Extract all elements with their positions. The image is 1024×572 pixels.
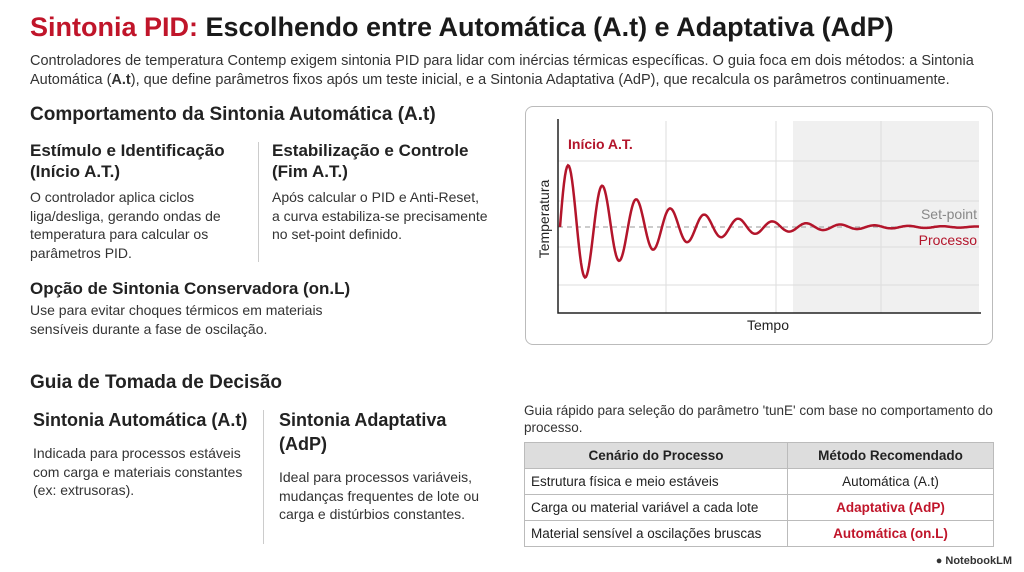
row: Carga ou material variável a cada lote Ad…	[524, 494, 994, 521]
cell: Estrutura física e meio estáveis	[524, 468, 788, 495]
intro: Controladores de temperatura Contemp exi…	[30, 52, 990, 90]
chart-panel: Início A.T. Set-point Processo Temperatu…	[525, 106, 993, 345]
stable-region	[793, 121, 979, 313]
item-title: Opção de Sintonia Conservadora (on.L)	[30, 279, 351, 298]
process-label: Processo	[919, 232, 978, 248]
table-caption: Guia rápido para seleção do parâmetro 't…	[524, 403, 993, 435]
intro-text: Controladores de temperatura Contemp exi…	[30, 53, 974, 88]
item-title: Estabilização e Controle (Fim A.T.)	[272, 141, 469, 181]
column-text: Indicada para processos estáveis com car…	[33, 445, 243, 498]
cell: Automática (on.L)	[787, 520, 994, 547]
separator	[263, 410, 264, 544]
process-curve	[558, 163, 980, 280]
column-text: Ideal para processos variáveis, mudanças…	[279, 469, 480, 522]
table: Cenário do Processo Método Recomendado Es…	[524, 442, 994, 547]
cell: Material sensível a oscilações bruscas	[524, 520, 788, 547]
title: Sintonia PID: Escolhendo entre Automátic…	[30, 12, 894, 43]
item: Estímulo e Identificação (Início A.T.) O…	[30, 140, 245, 262]
item: Estabilização e Controle (Fim A.T.) Após…	[272, 140, 490, 244]
y-axis-label: Temperatura	[536, 179, 552, 258]
item-title: Estímulo e Identificação (Início A.T.)	[30, 141, 225, 181]
axes	[557, 119, 981, 314]
item-text: Após calcular o PID e Anti-Reset, a curv…	[272, 189, 488, 242]
cell: Carga ou material variável a cada lote	[524, 494, 788, 521]
column-title: Sintonia Automática (A.t)	[33, 410, 248, 430]
title-highlight: Sintonia PID:	[30, 12, 198, 42]
header-cell: Cenário do Processo	[524, 442, 788, 469]
intro-text: ), que define parâmetros fixos após um t…	[130, 72, 950, 88]
item-text: O controlador aplica ciclos liga/desliga…	[30, 189, 221, 261]
setpoint-label: Set-point	[921, 206, 977, 222]
brand-text: NotebookLM	[945, 555, 1012, 567]
chart: Início A.T. Set-point Processo Temperatu…	[536, 119, 981, 333]
item: Opção de Sintonia Conservadora (on.L) Us…	[30, 278, 370, 338]
column-title: Sintonia Adaptativa (AdP)	[279, 410, 447, 454]
intro-bold: A.t	[111, 72, 131, 88]
section-title: Guia de Tomada de Decisão	[30, 372, 283, 393]
row: Material sensível a oscilações bruscas Au…	[524, 520, 994, 547]
decision-column: Sintonia Automática (A.t) Indicada para …	[33, 408, 248, 500]
separator	[258, 142, 259, 262]
header-row: Cenário do Processo Método Recomendado	[524, 442, 994, 469]
header-cell: Método Recomendado	[787, 442, 994, 469]
x-axis-label: Tempo	[747, 317, 789, 333]
title-text: Escolhendo entre Automática (A.t) e Adap…	[205, 12, 894, 42]
item-text: Use para evitar choques térmicos em mate…	[30, 302, 323, 337]
brand: ● NotebookLM	[935, 555, 1012, 567]
cell: Automática (A.t)	[787, 468, 994, 495]
grid	[558, 121, 979, 313]
row: Estrutura física e meio estáveis Automáti…	[524, 468, 994, 495]
start-label: Início A.T.	[568, 136, 633, 152]
section-title: Comportamento da Sintonia Automática (A.…	[30, 104, 436, 125]
decision-column: Sintonia Adaptativa (AdP) Ideal para pro…	[279, 408, 494, 524]
cell: Adaptativa (AdP)	[787, 494, 994, 521]
